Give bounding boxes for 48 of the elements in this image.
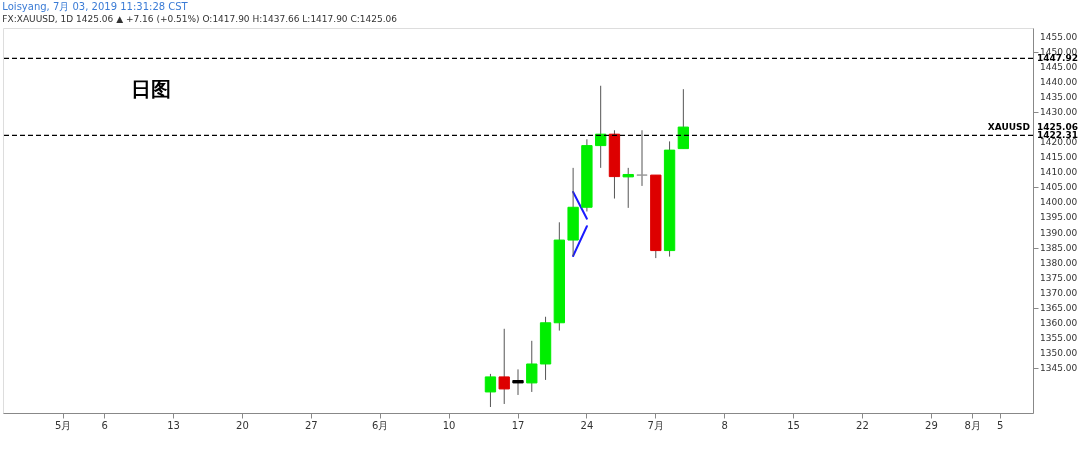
x-tick-label: 29 xyxy=(925,419,938,431)
x-tick-label: 5 xyxy=(997,419,1004,431)
candlestick xyxy=(484,373,497,408)
y-tick-label: 1375.00 xyxy=(1040,272,1078,283)
candlestick xyxy=(622,167,634,209)
x-tick-label: 24 xyxy=(580,419,594,431)
chart-subtitle: FX:XAUUSD, 1D 1425.06 ▲ +7.16 (+0.51%) O:1417.90 H:1437.66 L:1417.90 C:1425.06 xyxy=(2,14,398,24)
candlestick xyxy=(677,88,690,150)
x-tick-label: 13 xyxy=(167,419,180,431)
x-tick-label: 27 xyxy=(304,419,318,431)
y-tick-label: 1430.00 xyxy=(1040,107,1078,118)
y-tick-label: 1445.00 xyxy=(1040,62,1078,73)
x-tick-label: 6月 xyxy=(372,419,389,431)
y-tick-label: 1370.00 xyxy=(1040,287,1078,298)
x-tick-label: 7月 xyxy=(647,419,664,431)
y-tick-label: 1350.00 xyxy=(1040,347,1078,358)
y-tick-label: 1405.00 xyxy=(1040,182,1078,193)
y-tick-label: 1380.00 xyxy=(1040,257,1078,268)
x-tick-label: 15 xyxy=(787,419,800,431)
y-tick-label: 1395.00 xyxy=(1040,212,1078,223)
x-tick-label: 22 xyxy=(856,419,869,431)
y-tick-label: 1435.00 xyxy=(1040,92,1078,103)
candlestick xyxy=(526,340,538,393)
y-tick-label: 1440.00 xyxy=(1040,77,1078,88)
ref-line-label: 1447.92 xyxy=(1037,53,1078,64)
candlestick xyxy=(498,328,510,405)
y-tick-label: 1455.00 xyxy=(1040,32,1078,43)
y-tick-label: 1355.00 xyxy=(1040,332,1078,343)
candlestick xyxy=(636,129,648,187)
x-tick-label: 6 xyxy=(101,419,108,431)
y-tick-label: 1400.00 xyxy=(1040,197,1078,208)
y-tick-label: 1345.00 xyxy=(1040,362,1078,373)
x-tick-label: 8 xyxy=(721,419,728,431)
chart-title: Loisyang, 7月 03, 2019 11:31:28 CST xyxy=(2,1,189,12)
x-tick-label: 10 xyxy=(442,419,456,431)
y-tick-label: 1410.00 xyxy=(1040,167,1078,178)
annotation: XAUUSD xyxy=(987,122,1030,133)
y-tick-label: 1415.00 xyxy=(1040,152,1078,163)
candlestick xyxy=(512,368,524,396)
x-tick-label: 20 xyxy=(236,419,249,431)
annotation: 日图 xyxy=(131,77,171,101)
x-tick-label: 8月 xyxy=(964,419,981,431)
x-tick-label: 17 xyxy=(511,419,525,431)
y-tick-label: 1365.00 xyxy=(1040,302,1078,313)
y-tick-label: 1360.00 xyxy=(1040,317,1078,328)
y-tick-label: 1390.00 xyxy=(1040,227,1078,238)
x-tick-label: 5月 xyxy=(55,419,72,431)
y-tick-label: 1385.00 xyxy=(1040,242,1078,253)
